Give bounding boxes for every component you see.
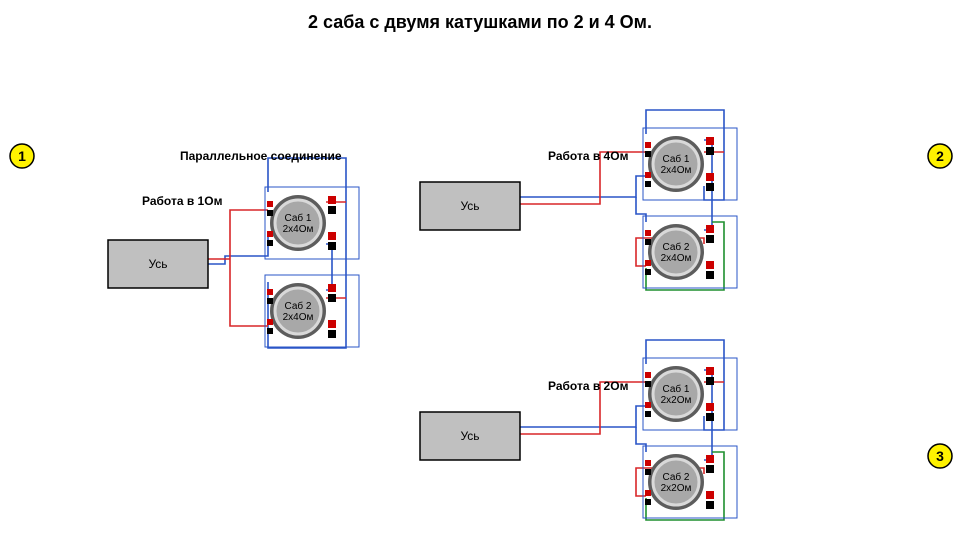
terminal-pos bbox=[706, 491, 714, 499]
terminal-neg bbox=[267, 210, 273, 216]
amplifier-label: Усь bbox=[460, 199, 479, 213]
wire-blue bbox=[636, 427, 646, 452]
amplifier-label: Усь bbox=[148, 257, 167, 271]
terminal-neg bbox=[267, 328, 273, 334]
terminal-neg bbox=[645, 499, 651, 505]
terminal-neg bbox=[645, 269, 651, 275]
terminal-neg bbox=[267, 240, 273, 246]
terminal-pos bbox=[645, 142, 651, 148]
terminal-neg bbox=[267, 298, 273, 304]
terminal-neg bbox=[706, 271, 714, 279]
terminal-pos bbox=[706, 173, 714, 181]
terminal-pos bbox=[706, 225, 714, 233]
speaker-label: 2х4Ом bbox=[283, 312, 314, 323]
wire-blue bbox=[326, 244, 332, 290]
terminal-pos bbox=[706, 137, 714, 145]
terminal-neg bbox=[645, 411, 651, 417]
speaker-label: Саб 2 bbox=[663, 471, 690, 483]
wire-red bbox=[208, 210, 268, 326]
terminal-pos bbox=[706, 403, 714, 411]
work-label: Работа в 4Ом bbox=[548, 149, 629, 163]
terminal-neg bbox=[706, 183, 714, 191]
speaker-label: 2х4Ом bbox=[661, 253, 692, 264]
terminal-neg bbox=[706, 147, 714, 155]
speaker-label: 2х2Ом bbox=[661, 395, 692, 406]
terminal-pos bbox=[645, 230, 651, 236]
header-label: Параллельное соединение bbox=[180, 149, 342, 163]
terminal-pos bbox=[328, 284, 336, 292]
wiring-diagram: 2 саба с двумя катушками по 2 и 4 Ом. 1 2 3… bbox=[0, 0, 960, 555]
speaker-label: 2х4Ом bbox=[661, 165, 692, 176]
terminal-neg bbox=[645, 381, 651, 387]
terminal-neg bbox=[706, 377, 714, 385]
terminal-pos bbox=[706, 261, 714, 269]
terminal-neg bbox=[706, 413, 714, 421]
terminal-pos bbox=[706, 455, 714, 463]
terminal-neg bbox=[328, 206, 336, 214]
terminal-pos bbox=[328, 320, 336, 328]
terminal-pos bbox=[328, 196, 336, 204]
speaker-label: Саб 1 bbox=[663, 153, 690, 165]
terminal-pos bbox=[267, 319, 273, 325]
work-label: Работа в 2Ом bbox=[548, 379, 629, 393]
terminal-pos bbox=[706, 367, 714, 375]
speaker-label: Саб 1 bbox=[663, 383, 690, 395]
terminal-pos bbox=[267, 231, 273, 237]
work-label: Работа в 1Ом bbox=[142, 194, 223, 208]
page-title: 2 саба с двумя катушками по 2 и 4 Ом. bbox=[308, 12, 652, 32]
speaker-label: Саб 1 bbox=[285, 212, 312, 224]
speaker-label: Саб 2 bbox=[663, 241, 690, 253]
terminal-pos bbox=[328, 232, 336, 240]
terminal-pos bbox=[645, 402, 651, 408]
terminal-neg bbox=[645, 181, 651, 187]
amplifier-label: Усь bbox=[460, 429, 479, 443]
speaker-label: 2х2Ом bbox=[661, 483, 692, 494]
terminal-neg bbox=[328, 242, 336, 250]
terminal-pos bbox=[645, 260, 651, 266]
badge-b2-label: 2 bbox=[936, 148, 944, 164]
terminal-neg bbox=[706, 235, 714, 243]
terminal-neg bbox=[706, 465, 714, 473]
terminal-neg bbox=[328, 294, 336, 302]
terminal-pos bbox=[645, 460, 651, 466]
badge-b1-label: 1 bbox=[18, 148, 26, 164]
terminal-pos bbox=[645, 372, 651, 378]
terminal-pos bbox=[267, 201, 273, 207]
terminal-pos bbox=[645, 490, 651, 496]
terminal-pos bbox=[645, 172, 651, 178]
terminal-neg bbox=[706, 501, 714, 509]
terminal-neg bbox=[645, 239, 651, 245]
badge-b3-label: 3 bbox=[936, 448, 944, 464]
terminal-pos bbox=[267, 289, 273, 295]
terminal-neg bbox=[328, 330, 336, 338]
terminal-neg bbox=[645, 151, 651, 157]
terminal-neg bbox=[645, 469, 651, 475]
wire-blue bbox=[636, 197, 646, 222]
speaker-label: 2х4Ом bbox=[283, 224, 314, 235]
speaker-label: Саб 2 bbox=[285, 300, 312, 312]
